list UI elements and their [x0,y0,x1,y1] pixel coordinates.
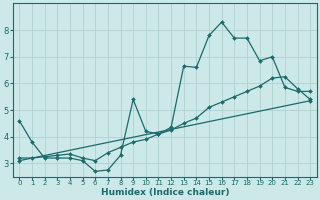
X-axis label: Humidex (Indice chaleur): Humidex (Indice chaleur) [100,188,229,197]
